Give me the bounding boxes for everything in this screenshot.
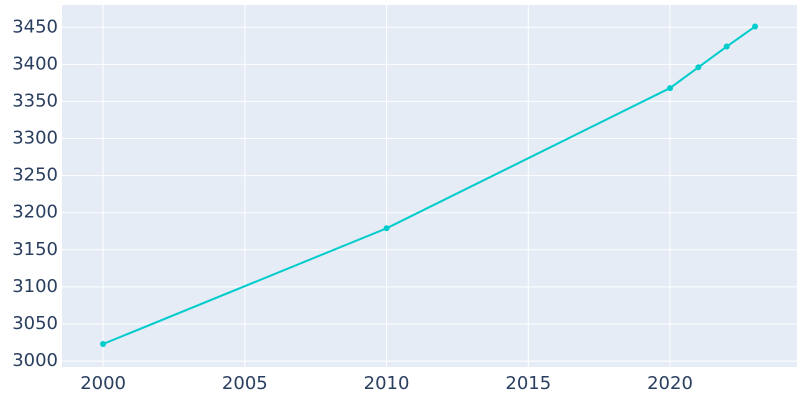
y-tick-label: 3100 [12,276,58,297]
marker [752,23,759,30]
plot-area [62,5,797,367]
y-tick-label: 3150 [12,239,58,260]
x-tick-label: 2020 [647,373,693,394]
x-tick-label: 2005 [222,373,268,394]
x-tick-label: 2000 [80,373,126,394]
line [102,25,756,345]
y-tick-label: 3300 [12,128,58,149]
x-tick-label: 2010 [364,373,410,394]
marker [723,43,730,50]
y-tick-label: 3450 [12,16,58,37]
marker [383,225,390,232]
marker [695,64,702,71]
marker [100,341,107,348]
marker [667,85,674,92]
y-tick-label: 3250 [12,165,58,186]
y-tick-label: 3050 [12,313,58,334]
y-tick-label: 3000 [12,350,58,371]
y-tick-label: 3400 [12,53,58,74]
y-tick-label: 3200 [12,202,58,223]
y-tick-label: 3350 [12,90,58,111]
x-tick-label: 2015 [505,373,551,394]
